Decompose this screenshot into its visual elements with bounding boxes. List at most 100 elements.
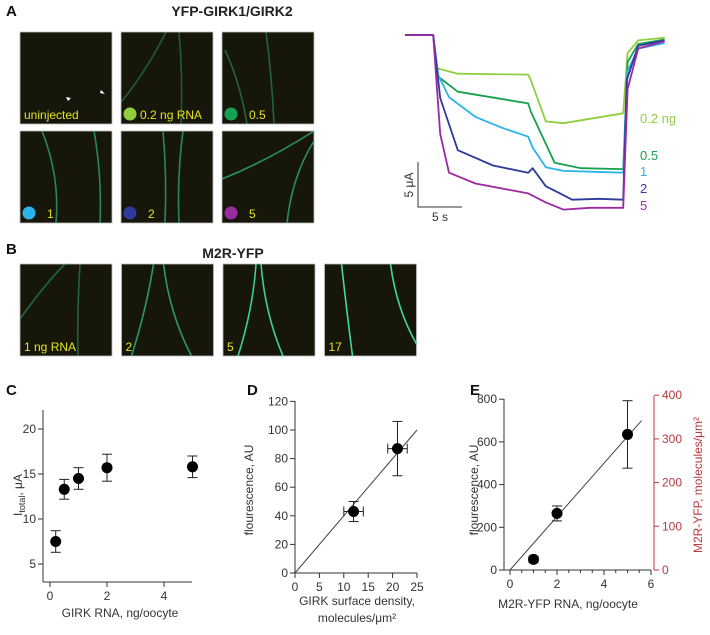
micrograph: 0.2 ng RNA <box>120 31 214 125</box>
current-traces: 0.2 ng 0.51 2 5 5 μA 5 s <box>402 34 676 224</box>
micrograph: 1 ng RNA <box>19 263 113 357</box>
data-point <box>622 428 633 440</box>
condition-color-dot <box>224 206 238 220</box>
membrane-edge <box>93 130 102 224</box>
panel-label-e: E <box>470 382 480 399</box>
right-y-tick-label: 400 <box>662 388 682 402</box>
x-tick-label: 20 <box>386 580 400 594</box>
data-point <box>101 462 113 474</box>
x-axis-label-line2: molecules/μm² <box>318 611 396 625</box>
x-tick-label: 0 <box>292 580 299 594</box>
micrograph-label: 17 <box>329 340 343 354</box>
membrane-edge <box>265 31 275 125</box>
x-tick-label: 0 <box>47 589 54 603</box>
micrograph-grid-a: uninjected 0.2 ng RNA 0.5 1 2 5 <box>19 31 315 224</box>
y-tick-label: 20 <box>275 537 289 551</box>
micrograph-label: 2 <box>148 207 155 221</box>
y-tick-label: 0 <box>490 563 497 577</box>
scale-bar-current-label: 5 μA <box>402 173 416 198</box>
y-tick-label: 80 <box>275 452 289 466</box>
trace-label: 5 <box>640 198 647 213</box>
membrane-edge <box>286 140 315 224</box>
micrograph: 5 <box>222 263 316 357</box>
membrane-edge <box>19 263 66 320</box>
x-tick-label: 2 <box>104 589 111 603</box>
y-tick-label: 5 <box>29 557 36 571</box>
micrograph-label: 5 <box>249 207 256 221</box>
micrograph-label: 1 ng RNA <box>24 340 76 354</box>
y-tick-label: 60 <box>275 480 289 494</box>
data-point <box>73 473 84 484</box>
membrane-edge <box>237 263 257 357</box>
condition-color-dot <box>224 107 238 121</box>
membrane-edge <box>41 130 58 224</box>
y-axis-label-main: I <box>11 513 25 516</box>
trace-line <box>405 34 665 211</box>
x-tick-label: 15 <box>362 580 376 594</box>
right-y-tick-label: 300 <box>662 432 682 446</box>
x-tick-label: 10 <box>337 580 351 594</box>
membrane-edge <box>224 49 248 125</box>
y-axis-label: Itotal, μA <box>11 474 27 516</box>
micrograph: 17 <box>324 263 418 357</box>
condition-color-dot <box>123 107 137 121</box>
micrograph-background <box>120 31 214 125</box>
x-axis-label: GIRK surface density, <box>299 594 415 608</box>
data-point <box>528 553 539 565</box>
micrograph-label: 0.5 <box>249 108 266 122</box>
trace-label: 0.2 ng <box>640 111 676 126</box>
x-tick-label: 4 <box>161 589 168 603</box>
micrograph-background <box>19 263 113 357</box>
y-tick-label: 10 <box>23 512 37 526</box>
micrograph-background <box>221 130 315 224</box>
trace-label: 1 <box>640 164 647 179</box>
data-point <box>187 461 198 473</box>
right-y-axis-label: M2R-YFP, molecules/μm² <box>691 417 705 553</box>
x-tick-label: 2 <box>554 577 561 591</box>
micrograph: 2 <box>120 130 214 224</box>
y-tick-label: 200 <box>477 520 497 534</box>
y-tick-label: 800 <box>477 392 497 406</box>
micrograph: 5 <box>221 130 315 224</box>
micrograph-row-b: 1 ng RNA 2 5 17 <box>19 263 418 357</box>
x-tick-label: 0 <box>507 577 514 591</box>
micrograph-background <box>19 31 113 125</box>
arrowhead-icon <box>100 90 105 94</box>
data-point <box>348 506 360 518</box>
right-y-tick-label: 0 <box>662 563 669 577</box>
membrane-edge <box>389 263 418 345</box>
micrograph-background <box>120 130 214 224</box>
y-tick-label: 15 <box>23 467 37 481</box>
panel-label-b: B <box>6 241 17 258</box>
panel-a-title: YFP-GIRK1/GIRK2 <box>171 3 293 19</box>
membrane-edge <box>221 130 315 180</box>
x-tick-label: 5 <box>316 580 323 594</box>
trace-line <box>405 34 665 201</box>
data-point <box>551 507 563 519</box>
y-tick-label: 20 <box>23 422 37 436</box>
trace-label: 0.5 <box>640 148 658 163</box>
panel-label-c: C <box>6 382 17 399</box>
micrograph-label: 1 <box>47 207 54 221</box>
x-axis-label: GIRK RNA, ng/oocyte <box>62 606 179 620</box>
panel-label-d: D <box>247 382 258 399</box>
y-tick-label: 120 <box>268 394 288 408</box>
scale-bar <box>417 162 462 208</box>
membrane-edge <box>76 263 81 357</box>
condition-color-dot <box>22 206 36 220</box>
membrane-edge <box>162 263 193 357</box>
right-y-tick-label: 100 <box>662 519 682 533</box>
y-tick-label: 0 <box>281 566 288 580</box>
condition-color-dot <box>123 206 137 220</box>
y-axis-label-unit: , μA <box>11 474 25 496</box>
y-axis-label-sub: total <box>17 496 27 513</box>
membrane-edge <box>130 263 155 357</box>
x-tick-label: 4 <box>601 577 608 591</box>
micrograph-label: 0.2 ng RNA <box>140 108 202 122</box>
y-tick-label: 40 <box>275 509 289 523</box>
micrograph: 1 <box>19 130 113 224</box>
micrograph: 0.5 <box>221 31 315 125</box>
x-axis-label: M2R-YFP RNA, ng/oocyte <box>498 597 638 611</box>
chart-d: 0 20 40 60 80 100 120 0 5 10 15 20 25 flourescence, A… <box>242 394 424 625</box>
fit-line <box>509 420 642 571</box>
